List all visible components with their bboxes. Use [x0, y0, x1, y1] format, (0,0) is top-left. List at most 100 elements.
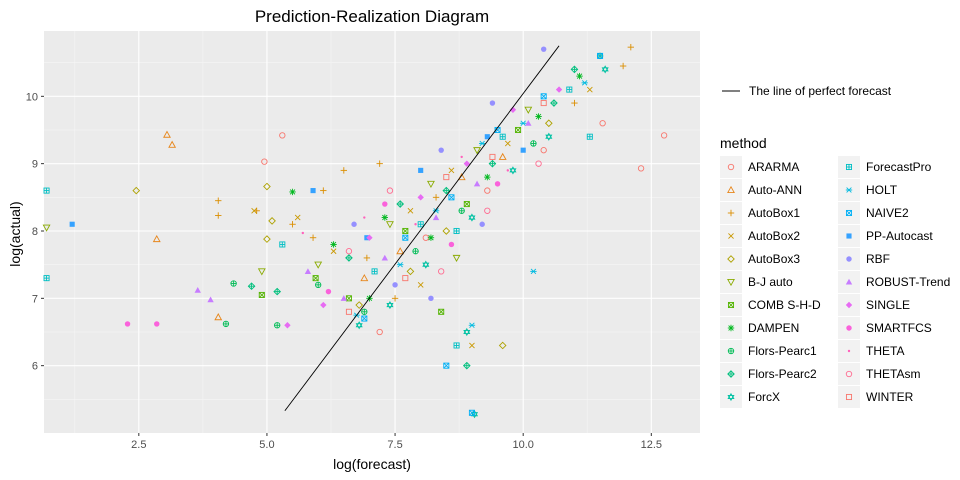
legend-key-symbol	[727, 347, 735, 355]
data-point	[215, 212, 222, 219]
data-point	[69, 221, 75, 227]
legend-label: THETAsm	[866, 367, 920, 381]
data-point	[314, 261, 323, 269]
legend-title: method	[720, 135, 767, 151]
data-point	[468, 213, 476, 222]
data-point	[402, 234, 409, 241]
series-forcx	[355, 65, 609, 419]
data-point	[361, 308, 368, 315]
data-point	[570, 65, 579, 74]
data-point	[463, 201, 470, 208]
x-tick-label: 7.5	[387, 439, 402, 451]
legend-item: RBF	[838, 248, 890, 270]
data-point	[597, 52, 604, 59]
data-point	[363, 216, 366, 219]
data-point	[396, 261, 404, 268]
data-point	[163, 130, 171, 138]
data-point	[489, 153, 496, 160]
data-point	[215, 197, 222, 204]
legend-item: AutoBox2	[720, 225, 800, 247]
legend-key-symbol	[727, 324, 735, 332]
data-point	[469, 342, 475, 349]
legend-key-symbol	[845, 301, 853, 309]
data-point	[494, 181, 501, 187]
data-point	[273, 287, 282, 296]
series-ararma	[261, 120, 668, 336]
x-tick-label: 2.5	[131, 439, 146, 451]
data-point	[330, 241, 337, 248]
data-point	[586, 133, 593, 140]
series-theta	[301, 155, 510, 235]
data-point	[315, 281, 322, 289]
data-point	[463, 327, 471, 337]
legend-item: WINTER	[838, 386, 914, 408]
legend-item: DAMPEN	[720, 317, 799, 339]
y-axis-title: log(actual)	[7, 201, 23, 266]
y-tick-label: 10	[26, 91, 38, 103]
data-point	[301, 231, 305, 235]
legend-key-symbol	[845, 187, 853, 193]
data-point	[566, 86, 573, 93]
data-point	[462, 361, 471, 370]
series-auto-ann	[152, 130, 507, 321]
series-rbf	[351, 46, 547, 302]
legend-line-label: The line of perfect forecast	[749, 84, 892, 98]
legend-item: ROBUST-Trend	[838, 271, 950, 293]
legend-label: AutoBox2	[748, 229, 800, 243]
y-tick-label: 9	[32, 159, 38, 171]
legend-key-symbol	[728, 233, 734, 239]
perfect-forecast-line	[284, 45, 560, 412]
legend-item: Flors-Pearc1	[720, 340, 817, 362]
data-point	[498, 152, 507, 160]
series-naive2	[361, 52, 604, 416]
legend-item: Flors-Pearc2	[720, 363, 817, 385]
data-point	[304, 268, 312, 274]
panel-background	[44, 31, 700, 433]
data-point	[576, 72, 583, 80]
data-point	[289, 221, 296, 228]
data-point	[132, 186, 141, 195]
legend-key-bg	[720, 271, 742, 293]
data-point	[268, 217, 276, 225]
data-point	[509, 166, 517, 175]
data-point	[453, 342, 460, 349]
data-point	[194, 287, 201, 293]
legend-label: THETA	[866, 344, 904, 358]
data-point	[417, 194, 424, 201]
series-winter	[345, 100, 547, 315]
data-point	[478, 140, 486, 147]
legend-item: SMARTFCS	[838, 317, 932, 339]
data-point	[509, 106, 517, 113]
series-dampen	[289, 72, 583, 302]
legend-key-bg	[838, 363, 860, 385]
chart-title: Prediction-Realization Diagram	[255, 7, 489, 26]
legend-item: B-J auto	[720, 271, 793, 293]
legend-item: PP-Autocast	[838, 225, 933, 247]
data-point	[396, 247, 405, 255]
data-point	[325, 288, 332, 295]
x-tick-label: 5.0	[259, 439, 274, 451]
y-tick-label: 7	[32, 293, 38, 305]
data-point	[396, 200, 405, 208]
data-point	[468, 409, 475, 416]
data-point	[544, 119, 553, 128]
series-flors-pearc2	[247, 65, 579, 370]
data-point	[230, 280, 237, 287]
data-point	[345, 295, 352, 302]
series-comb-s-h-d	[258, 126, 522, 315]
legend-key-bg	[838, 386, 860, 408]
series-autobox2	[251, 86, 593, 349]
legend-key-symbol	[846, 233, 852, 239]
data-point	[320, 301, 327, 309]
legend-label: HOLT	[866, 183, 898, 197]
legend-key-symbol	[847, 349, 851, 353]
data-point	[355, 301, 364, 309]
data-point	[484, 207, 491, 214]
data-point	[463, 160, 471, 167]
data-point	[504, 140, 511, 147]
data-point	[530, 140, 537, 147]
legend-key-symbol	[727, 163, 735, 171]
data-point	[428, 295, 434, 302]
legend-key-symbol	[727, 209, 735, 217]
data-point	[540, 46, 547, 52]
